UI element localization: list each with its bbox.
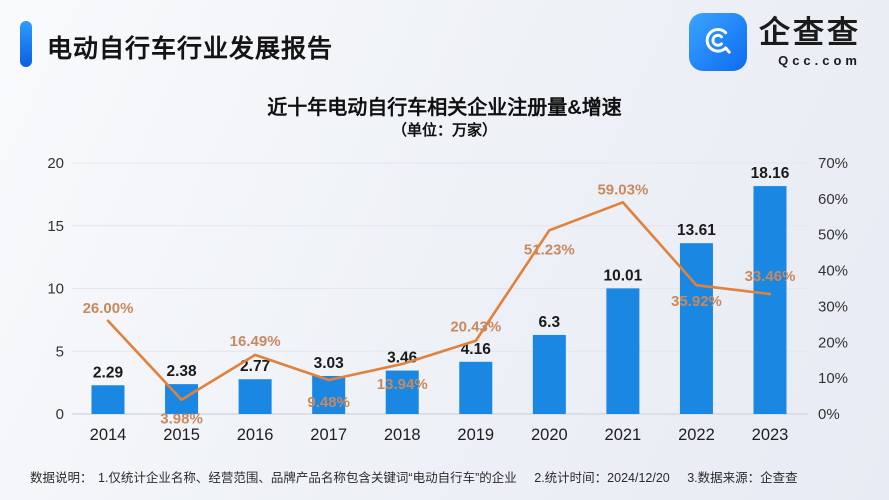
data-notes-label: 数据说明： — [30, 471, 93, 485]
x-axis-label: 2016 — [237, 426, 274, 444]
data-note-source: 3.数据来源：企查查 — [687, 471, 798, 485]
data-notes: 数据说明： 1.仅统计企业名称、经营范围、品牌产品名称包含关键词“电动自行车”的… — [30, 467, 879, 486]
line-value-label: 9.48% — [307, 394, 350, 411]
bar — [679, 243, 713, 414]
bar-value-label: 18.16 — [751, 165, 790, 182]
magnifier-c-icon — [705, 28, 731, 54]
line-value-label: 20.43% — [450, 319, 501, 336]
left-axis-tick: 20 — [47, 155, 64, 172]
qcc-logo-name: 企查查 — [759, 15, 861, 51]
bar — [91, 385, 125, 414]
line-value-label: 59.03% — [597, 181, 648, 198]
data-note-date: 2.统计时间：2024/12/20 — [534, 471, 670, 485]
x-axis-label: 2015 — [163, 426, 200, 444]
report-header: 电动自行车行业发展报告 企查查 Qcc.com — [0, 0, 889, 88]
left-axis-tick: 10 — [47, 281, 64, 298]
line-value-label: 3.98% — [160, 411, 203, 428]
bar-value-label: 6.3 — [539, 314, 561, 331]
x-axis-label: 2018 — [384, 426, 421, 444]
right-axis-tick: 70% — [818, 155, 848, 172]
qcc-logo-text: 企查查 Qcc.com — [759, 15, 861, 68]
x-axis-label: 2014 — [90, 426, 127, 444]
report-title: 电动自行车行业发展报告 — [47, 35, 334, 63]
combo-chart: 0 5 10 15 20 0% 10% 20% 30% 40% 50% 60% 70% 2.29 2.38 2… — [0, 150, 889, 460]
left-axis-tick: 0 — [56, 406, 64, 423]
bar-value-label: 4.16 — [461, 341, 492, 358]
bar-value-label: 2.29 — [93, 364, 124, 381]
x-axis-label: 2021 — [605, 426, 642, 444]
line-value-label: 51.23% — [524, 241, 575, 258]
qcc-logo-domain: Qcc.com — [778, 52, 861, 68]
right-axis-tick: 50% — [818, 227, 848, 244]
bar-value-label: 10.01 — [603, 267, 642, 284]
x-axis-label: 2017 — [310, 426, 347, 444]
x-axis-label: 2020 — [531, 426, 568, 444]
bar — [606, 288, 640, 414]
chart-title: 近十年电动自行车相关企业注册量&增速 — [267, 97, 622, 119]
right-axis-tick: 20% — [818, 334, 848, 351]
bar — [238, 379, 272, 414]
line-value-label: 13.94% — [377, 376, 428, 393]
x-axis-label: 2019 — [457, 426, 494, 444]
right-axis-tick: 60% — [818, 191, 848, 208]
data-note-scope: 1.仅统计企业名称、经营范围、品牌产品名称包含关键词“电动自行车”的企业 — [98, 471, 517, 485]
right-axis-tick: 30% — [818, 298, 848, 315]
bar-value-label: 2.38 — [166, 363, 197, 380]
line-value-label: 26.00% — [83, 300, 134, 317]
line-value-label: 16.49% — [230, 333, 281, 350]
bar-value-label: 3.03 — [314, 355, 345, 372]
x-axis-label: 2023 — [752, 426, 789, 444]
bar — [385, 370, 419, 414]
right-axis-tick: 40% — [818, 263, 848, 280]
bar — [312, 375, 346, 414]
title-accent-bar — [20, 21, 32, 67]
bar — [459, 361, 493, 414]
x-axis-label: 2022 — [678, 426, 715, 444]
growth-line — [106, 201, 772, 402]
left-axis-tick: 15 — [47, 218, 64, 235]
bar — [753, 186, 787, 414]
right-axis-tick: 0% — [818, 406, 840, 423]
bar-value-label: 13.61 — [677, 222, 716, 239]
bar-value-label: 2.77 — [240, 358, 270, 375]
chart-subtitle: （单位：万家） — [391, 122, 497, 139]
chart-canvas: 0 5 10 15 20 0% 10% 20% 30% 40% 50% 60% 70% 2.29 2.38 2… — [47, 155, 848, 444]
line-value-label: 33.46% — [745, 268, 796, 285]
qcc-logo: 企查查 Qcc.com — [689, 13, 861, 71]
line-value-label: 35.92% — [671, 293, 722, 310]
right-axis-tick: 10% — [818, 370, 848, 387]
qcc-logo-icon — [689, 13, 747, 71]
left-axis-tick: 5 — [56, 343, 64, 360]
bar — [532, 334, 566, 414]
